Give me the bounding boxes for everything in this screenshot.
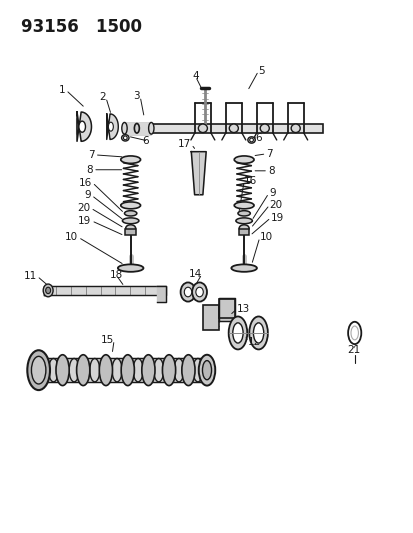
- Text: 7: 7: [266, 149, 273, 159]
- Ellipse shape: [229, 124, 238, 133]
- Polygon shape: [33, 359, 206, 382]
- Text: 9: 9: [85, 190, 91, 200]
- Ellipse shape: [192, 359, 202, 382]
- Text: 20: 20: [269, 200, 282, 210]
- Ellipse shape: [181, 355, 195, 385]
- Ellipse shape: [228, 317, 247, 350]
- Ellipse shape: [122, 218, 139, 224]
- Ellipse shape: [134, 124, 139, 133]
- Text: 8: 8: [86, 165, 93, 175]
- Ellipse shape: [162, 355, 175, 385]
- Circle shape: [45, 287, 50, 294]
- Text: 7: 7: [88, 150, 95, 160]
- Polygon shape: [191, 152, 206, 195]
- Ellipse shape: [202, 361, 211, 379]
- Ellipse shape: [235, 218, 252, 224]
- Ellipse shape: [126, 225, 135, 232]
- Ellipse shape: [48, 359, 58, 382]
- Text: 21: 21: [346, 345, 359, 356]
- Text: 20: 20: [77, 203, 90, 213]
- Text: 13: 13: [236, 304, 249, 314]
- Text: 19: 19: [270, 213, 283, 223]
- Circle shape: [192, 282, 206, 302]
- Ellipse shape: [112, 359, 122, 382]
- Ellipse shape: [76, 355, 90, 385]
- Polygon shape: [77, 112, 91, 141]
- Ellipse shape: [153, 359, 163, 382]
- Ellipse shape: [239, 225, 249, 232]
- Ellipse shape: [90, 359, 100, 382]
- Text: 6: 6: [255, 133, 262, 143]
- Text: 16: 16: [244, 176, 257, 187]
- Ellipse shape: [124, 211, 137, 216]
- Ellipse shape: [198, 124, 207, 133]
- Ellipse shape: [27, 350, 50, 390]
- Ellipse shape: [118, 264, 143, 272]
- Ellipse shape: [121, 202, 140, 209]
- Ellipse shape: [56, 355, 69, 385]
- Ellipse shape: [253, 323, 263, 343]
- Ellipse shape: [99, 355, 112, 385]
- Bar: [238, 229, 249, 235]
- Text: 17: 17: [178, 139, 191, 149]
- Text: 9: 9: [268, 188, 275, 198]
- Ellipse shape: [133, 359, 143, 382]
- Text: 1: 1: [59, 85, 66, 95]
- Ellipse shape: [142, 355, 154, 385]
- Ellipse shape: [234, 156, 254, 164]
- Text: 14: 14: [188, 269, 202, 279]
- Ellipse shape: [290, 124, 299, 133]
- Polygon shape: [219, 298, 235, 321]
- Polygon shape: [44, 286, 165, 295]
- Ellipse shape: [123, 136, 127, 140]
- Bar: [202, 305, 219, 330]
- Ellipse shape: [237, 211, 250, 216]
- Polygon shape: [124, 123, 151, 134]
- Ellipse shape: [79, 121, 85, 132]
- Text: 93156   1500: 93156 1500: [21, 18, 142, 36]
- Ellipse shape: [234, 202, 254, 209]
- Text: 10: 10: [65, 232, 78, 243]
- Circle shape: [184, 287, 191, 297]
- Ellipse shape: [247, 137, 255, 143]
- Text: 4: 4: [192, 71, 198, 81]
- Ellipse shape: [121, 123, 127, 134]
- Ellipse shape: [347, 322, 361, 344]
- Text: 19: 19: [78, 216, 91, 226]
- Polygon shape: [107, 114, 118, 140]
- Text: 2: 2: [99, 92, 106, 102]
- Ellipse shape: [249, 317, 267, 350]
- Polygon shape: [157, 286, 165, 302]
- Text: 8: 8: [268, 166, 274, 176]
- Text: 12: 12: [248, 337, 261, 347]
- Ellipse shape: [108, 122, 113, 131]
- Text: 11: 11: [24, 271, 37, 281]
- Ellipse shape: [31, 357, 46, 384]
- Bar: [219, 299, 235, 318]
- Ellipse shape: [69, 359, 79, 382]
- Bar: [125, 229, 136, 235]
- Bar: [137, 124, 322, 133]
- Circle shape: [43, 284, 53, 297]
- Text: 3: 3: [133, 91, 140, 101]
- Ellipse shape: [121, 135, 129, 141]
- Ellipse shape: [121, 355, 134, 385]
- Text: 6: 6: [141, 136, 148, 146]
- Ellipse shape: [148, 123, 154, 134]
- Text: 16: 16: [79, 177, 92, 188]
- Ellipse shape: [173, 359, 183, 382]
- Ellipse shape: [260, 124, 268, 133]
- Text: 18: 18: [109, 270, 123, 280]
- Text: 10: 10: [259, 232, 272, 243]
- Ellipse shape: [121, 156, 140, 164]
- Ellipse shape: [198, 355, 215, 385]
- Text: 15: 15: [101, 335, 114, 345]
- Ellipse shape: [231, 264, 256, 272]
- Ellipse shape: [232, 323, 242, 343]
- Ellipse shape: [249, 138, 253, 142]
- Circle shape: [195, 287, 203, 297]
- Text: 5: 5: [258, 66, 265, 76]
- Circle shape: [180, 282, 195, 302]
